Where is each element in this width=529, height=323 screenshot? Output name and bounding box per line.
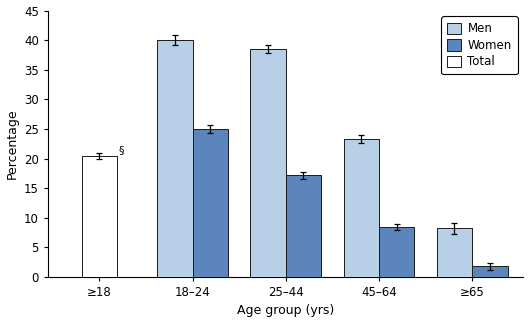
Bar (250, 49, 286, 277)
Bar (157, 40, 193, 277)
Bar (286, 175, 321, 277)
Bar (193, 129, 228, 277)
Bar (81, 156, 117, 277)
Bar (379, 226, 414, 277)
Bar (472, 266, 508, 277)
X-axis label: Age group (yrs): Age group (yrs) (237, 305, 334, 318)
Y-axis label: Percentage: Percentage (6, 109, 19, 179)
Legend: Men, Women, Total: Men, Women, Total (441, 16, 517, 74)
Text: §: § (119, 145, 124, 155)
Bar (437, 228, 472, 277)
Bar (343, 139, 379, 277)
